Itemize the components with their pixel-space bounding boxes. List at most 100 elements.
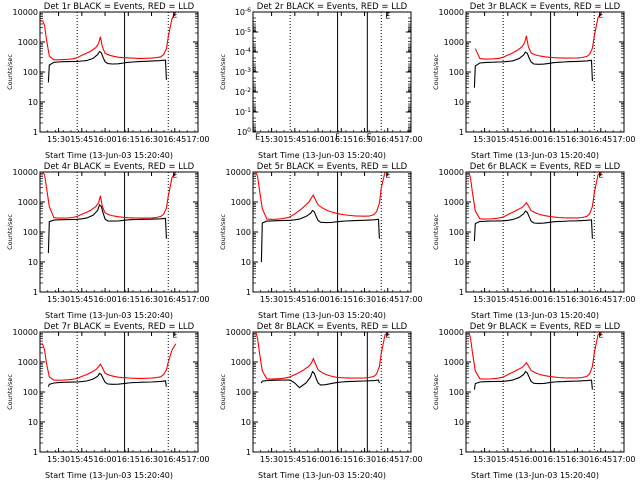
- flag-annotation: E: [172, 170, 177, 179]
- x-tick-label: 15:30: [473, 455, 496, 464]
- y-tick-label: 10: [454, 418, 464, 427]
- series-events-line: [47, 50, 167, 83]
- y-tick-label: 10000: [439, 8, 464, 17]
- y-tick-label: 1: [246, 288, 251, 297]
- y-tick-label: 10000: [439, 328, 464, 337]
- x-tick-label: 15:45: [283, 295, 306, 304]
- flag-annotation: E: [367, 133, 372, 142]
- y-tick-label: 1: [33, 288, 38, 297]
- y-axis-label: Counts/sec: [6, 54, 14, 90]
- x-tick-label: 16:45: [163, 295, 186, 304]
- x-tick-label: 15:30: [260, 295, 283, 304]
- x-tick-label: 16:00: [520, 135, 543, 144]
- x-tick-label: 15:45: [496, 135, 519, 144]
- y-axis-label: Counts/sec: [432, 54, 440, 90]
- x-tick-label: 16:45: [163, 135, 186, 144]
- series-lld-line: [253, 332, 390, 380]
- y-tick-label: 100: [449, 68, 464, 77]
- y-tick-label: 100: [23, 228, 38, 237]
- x-tick-label: 15:30: [473, 135, 496, 144]
- y-axis-label: Counts/sec: [432, 374, 440, 410]
- y-tick-label: 10-6: [235, 7, 251, 17]
- x-tick-label: 16:45: [589, 135, 612, 144]
- y-tick-base: 10: [235, 8, 245, 17]
- x-axis-label: Start Time (13-Jun-03 15:20:40): [45, 311, 173, 320]
- y-tick-label: 10: [454, 258, 464, 267]
- series-lld-line: [253, 172, 389, 220]
- chart-svg: Det 4r BLACK = Events, RED = LLD Counts/s…: [6, 162, 210, 320]
- series-lld-line: [466, 332, 603, 380]
- y-tick-label: 10: [28, 258, 38, 267]
- chart-svg: Det 2r BLACK = Events, RED = LLD Counts/s…: [219, 2, 423, 160]
- x-axis-label: Start Time (13-Jun-03 15:20:40): [45, 151, 173, 160]
- y-tick-base: 10: [235, 48, 245, 57]
- y-tick-label: 10-4: [235, 47, 251, 57]
- flag-annotation: F: [335, 133, 340, 142]
- y-tick-base: 10: [235, 28, 245, 37]
- y-tick-exp: -6: [245, 7, 251, 14]
- y-tick-base: 10: [237, 128, 247, 137]
- y-tick-label: 1000: [444, 198, 464, 207]
- chart-svg: Det 8r BLACK = Events, RED = LLD Counts/s…: [219, 322, 423, 480]
- x-tick-label: 15:30: [47, 455, 70, 464]
- x-tick-label: 16:30: [140, 135, 163, 144]
- y-tick-label: 1: [246, 448, 251, 457]
- x-tick-label: 15:30: [47, 295, 70, 304]
- x-tick-label: 15:45: [70, 295, 93, 304]
- x-axis-label: Start Time (13-Jun-03 15:20:40): [471, 151, 599, 160]
- y-tick-label: 10: [241, 258, 251, 267]
- x-tick-label: 16:30: [353, 135, 376, 144]
- x-tick-label: 17:00: [612, 135, 635, 144]
- series-events-line: [47, 372, 167, 387]
- x-tick-label: 16:45: [589, 295, 612, 304]
- chart-panel-4: Det 4r BLACK = Events, RED = LLD Counts/s…: [0, 160, 213, 320]
- x-tick-label: 16:15: [330, 455, 353, 464]
- y-tick-label: 1: [33, 128, 38, 137]
- x-tick-label: 15:30: [260, 135, 283, 144]
- y-tick-label: 1000: [231, 358, 251, 367]
- y-tick-base: 10: [235, 108, 245, 117]
- y-tick-label: 1: [33, 448, 38, 457]
- plot-frame: [465, 171, 625, 293]
- flag-annotation: E: [385, 170, 390, 179]
- flag-annotation: E: [385, 330, 390, 339]
- y-tick-base: 10: [235, 88, 245, 97]
- x-tick-label: 16:45: [376, 295, 399, 304]
- y-tick-exp: -1: [245, 107, 251, 114]
- series-events-line: [473, 370, 593, 390]
- y-tick-label: 10: [241, 418, 251, 427]
- chart-title: Det 3r BLACK = Events, RED = LLD: [470, 2, 621, 12]
- y-axis-label: Counts/sec: [6, 214, 14, 250]
- x-tick-label: 16:00: [520, 295, 543, 304]
- y-tick-label: 10-2: [235, 87, 251, 97]
- y-tick-label: 10: [28, 98, 38, 107]
- x-tick-label: 16:15: [543, 295, 566, 304]
- x-tick-label: 15:30: [260, 455, 283, 464]
- chart-panel-6: Det 6r BLACK = Events, RED = LLD Counts/s…: [426, 160, 639, 320]
- y-tick-label: 1000: [18, 358, 38, 367]
- y-tick-label: 100: [236, 228, 251, 237]
- series-events-line: [47, 203, 167, 254]
- y-axis-label: Counts/sec: [219, 54, 227, 90]
- x-tick-label: 15:30: [47, 135, 70, 144]
- flag-annotation: E: [255, 133, 260, 142]
- x-tick-label: 16:30: [566, 295, 589, 304]
- x-tick-label: 16:15: [330, 295, 353, 304]
- y-axis-label: Counts/sec: [6, 374, 14, 410]
- x-tick-label: 16:45: [589, 455, 612, 464]
- y-tick-label: 10000: [226, 168, 251, 177]
- x-axis-label: Start Time (13-Jun-03 15:20:40): [471, 471, 599, 480]
- y-axis-label: Counts/sec: [219, 214, 227, 250]
- y-tick-label: 100: [449, 388, 464, 397]
- y-tick-exp: 0: [247, 127, 251, 134]
- y-tick-label: 1000: [444, 358, 464, 367]
- y-tick-base: 10: [235, 68, 245, 77]
- flag-annotation: E: [385, 11, 390, 20]
- x-tick-label: 16:30: [566, 135, 589, 144]
- y-tick-label: 1000: [444, 38, 464, 47]
- series-lld-line: [40, 343, 177, 381]
- series-events-line: [260, 370, 380, 389]
- y-tick-label: 100: [23, 68, 38, 77]
- plot-frame: [252, 171, 412, 293]
